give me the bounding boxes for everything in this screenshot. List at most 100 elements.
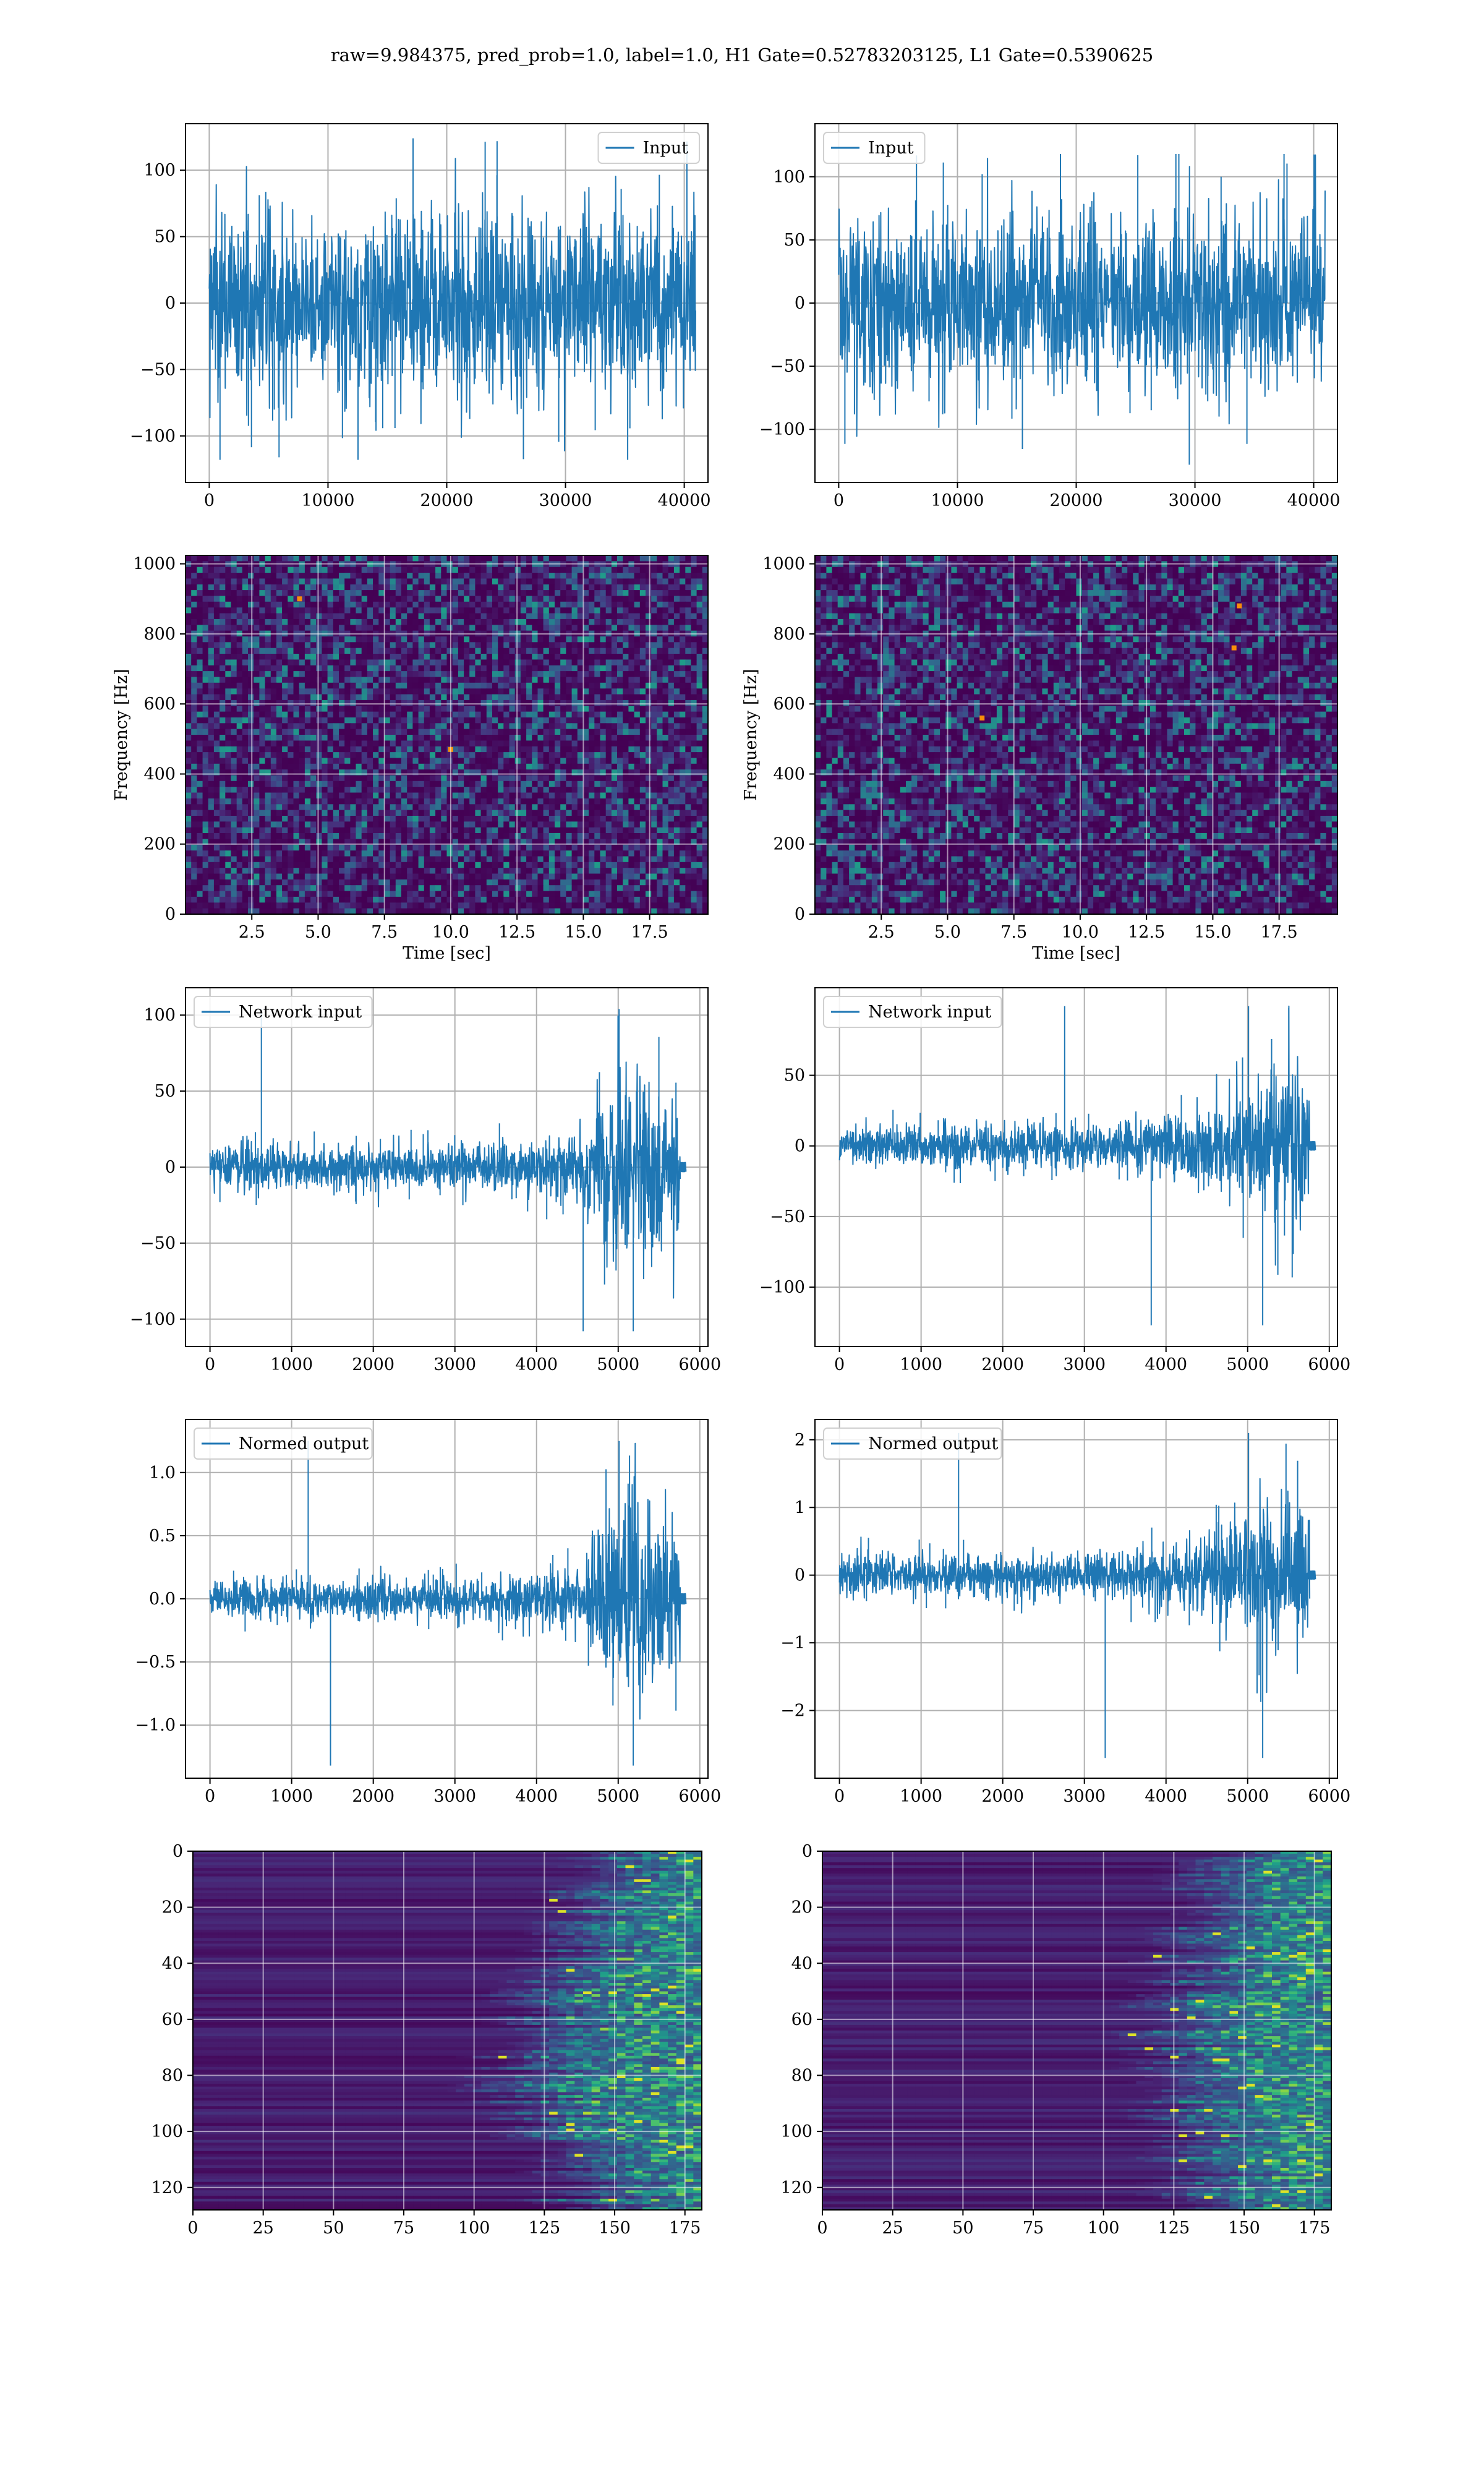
heatmap-cell — [378, 769, 385, 776]
heatmap-cell — [276, 636, 283, 643]
heatmap-cell — [481, 850, 487, 857]
heatmap-cell — [378, 671, 385, 677]
heatmap-cell — [419, 850, 425, 857]
heatmap-cell — [680, 729, 686, 735]
heatmap-cell — [674, 659, 680, 666]
heatmap-cell — [322, 717, 328, 724]
heatmap-cell — [316, 821, 322, 828]
heatmap-cell — [521, 747, 527, 753]
heatmap-cell — [373, 578, 379, 584]
heatmap-cell — [344, 614, 351, 620]
heatmap-cell — [674, 671, 680, 677]
heatmap-cell — [186, 712, 192, 718]
heatmap-cell — [578, 584, 584, 591]
heatmap-cell — [458, 816, 464, 822]
heatmap-cell — [254, 758, 260, 764]
heatmap-cell — [481, 706, 487, 712]
heatmap-cell — [225, 810, 231, 816]
heatmap-cell — [385, 828, 391, 834]
heatmap-cell — [589, 798, 595, 805]
heatmap-cell — [515, 695, 521, 701]
heatmap-cell — [441, 857, 447, 863]
heatmap-cell — [214, 648, 220, 654]
heatmap-cell — [299, 619, 305, 625]
heatmap-cell — [691, 764, 697, 770]
heatmap-cell — [225, 695, 231, 701]
heatmap-cell — [220, 636, 226, 643]
heatmap-cell — [310, 619, 317, 625]
heatmap-cell — [538, 747, 544, 753]
heatmap-cell — [487, 619, 493, 625]
heatmap-cell — [663, 671, 669, 677]
heatmap-cell — [487, 833, 493, 839]
heatmap-cell — [310, 642, 317, 648]
heatmap-cell — [481, 747, 487, 753]
heatmap-cell — [208, 700, 215, 706]
heatmap-cell — [538, 804, 544, 810]
heatmap-cell — [305, 567, 311, 573]
heatmap-cell — [651, 769, 657, 776]
heatmap-cell — [435, 648, 441, 654]
heatmap-cell — [594, 619, 600, 625]
heatmap-cell — [333, 845, 339, 851]
heatmap-cell — [651, 619, 657, 625]
heatmap-cell — [538, 821, 544, 828]
heatmap-cell — [634, 677, 641, 683]
heatmap-cell — [515, 706, 521, 712]
heatmap-cell — [663, 764, 669, 770]
heatmap-cell — [617, 695, 623, 701]
heatmap-cell — [594, 573, 600, 579]
heatmap-cell — [378, 648, 385, 654]
heatmap-cell — [288, 584, 294, 591]
heatmap-cell — [594, 798, 600, 805]
heatmap-cell — [697, 602, 703, 608]
heatmap-cell — [668, 752, 675, 758]
heatmap-cell — [316, 752, 322, 758]
heatmap-cell — [333, 555, 339, 562]
heatmap-cell — [333, 584, 339, 591]
heatmap-cell — [447, 648, 453, 654]
heatmap-cell — [498, 735, 504, 741]
heatmap-cell — [475, 614, 481, 620]
heatmap-cell — [453, 821, 459, 828]
heatmap-cell — [549, 793, 555, 799]
heatmap-cell — [367, 573, 373, 579]
heatmap-cell — [197, 700, 203, 706]
heatmap-cell — [623, 706, 629, 712]
heatmap-cell — [640, 636, 646, 643]
heatmap-cell — [271, 717, 277, 724]
heatmap-cell — [589, 787, 595, 793]
heatmap-cell — [549, 590, 555, 596]
heatmap-cell — [282, 683, 288, 689]
heatmap-cell — [310, 590, 317, 596]
heatmap-cell — [288, 735, 294, 741]
heatmap-cell — [430, 804, 436, 810]
heatmap-cell — [515, 776, 521, 782]
heatmap-cell — [225, 828, 231, 834]
heatmap-cell — [538, 787, 544, 793]
heatmap-cell — [544, 625, 550, 631]
heatmap-cell — [288, 740, 294, 747]
heatmap-cell — [254, 769, 260, 776]
heatmap-cell — [594, 654, 600, 660]
heatmap-cell — [362, 821, 368, 828]
heatmap-cell — [430, 821, 436, 828]
heatmap-cell — [691, 735, 697, 741]
heatmap-cell — [560, 567, 566, 573]
heatmap-cell — [640, 712, 646, 718]
heatmap-cell — [254, 625, 260, 631]
heatmap-cell — [578, 740, 584, 747]
heatmap-cell — [197, 740, 203, 747]
heatmap-cell — [691, 619, 697, 625]
heatmap-cell — [305, 769, 311, 776]
heatmap-cell — [481, 735, 487, 741]
heatmap-cell — [231, 584, 237, 591]
heatmap-cell — [600, 688, 607, 695]
heatmap-cell — [435, 573, 441, 579]
heatmap-cell — [469, 740, 475, 747]
heatmap-cell — [560, 758, 566, 764]
heatmap-cell — [367, 659, 373, 666]
heatmap-cell — [646, 723, 652, 729]
heatmap-cell — [186, 700, 192, 706]
heatmap-cell — [390, 659, 396, 666]
